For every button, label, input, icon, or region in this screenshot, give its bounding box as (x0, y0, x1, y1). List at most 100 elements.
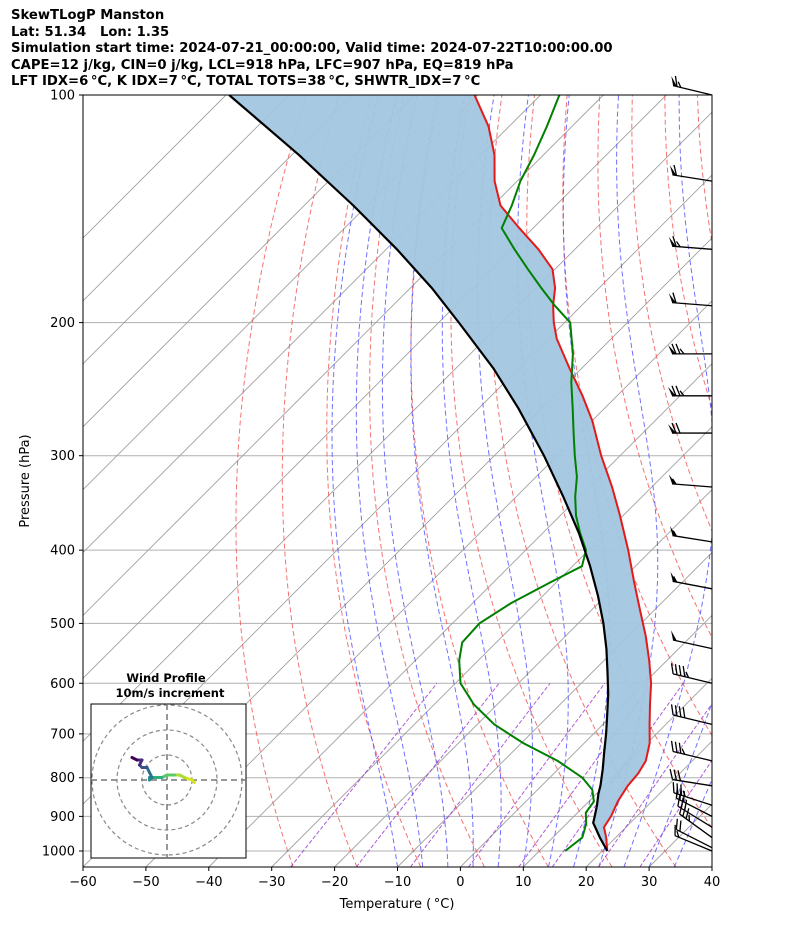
x-tick-label: 30 (641, 875, 658, 890)
y-tick-label: 800 (50, 771, 75, 786)
barb-feather (674, 824, 676, 836)
isotherm-line (83, 95, 290, 302)
barb-staff (672, 534, 713, 543)
y-tick-label: 400 (50, 544, 75, 559)
barb-flag (671, 630, 677, 641)
wind-barb (668, 422, 712, 434)
hodograph-subtitle: 10m/s increment (116, 686, 225, 700)
mixing-ratio-line (518, 683, 653, 867)
wind-barb (679, 803, 713, 839)
barb-staff (672, 714, 713, 725)
x-tick-label: −50 (132, 875, 159, 890)
dry-adiabat (488, 95, 677, 867)
barb-staff (677, 805, 713, 828)
barb-feather (671, 343, 677, 355)
barb-feather (672, 236, 677, 247)
barb-flag (668, 424, 676, 434)
mixing-ratio-line (468, 683, 606, 867)
isotherm-line (397, 551, 712, 867)
barb-feather (676, 830, 680, 838)
barb-feather (679, 348, 685, 355)
moist-adiabat (673, 778, 712, 867)
wind-barbs (668, 75, 713, 852)
location-line: Lat: 51.34 Lon: 1.35 (11, 24, 170, 40)
hodograph-segment (130, 756, 139, 762)
dry-adiabat (235, 95, 307, 867)
barb-feather (670, 663, 674, 675)
barb-feather (679, 820, 682, 832)
wind-barb (669, 526, 713, 543)
x-tick-label: 20 (578, 875, 595, 890)
y-tick-label: 600 (50, 677, 75, 692)
mixing-ratio-line (290, 682, 438, 867)
barb-staff (672, 580, 713, 590)
moist-adiabat (623, 95, 712, 867)
moist-adiabat (648, 701, 712, 867)
barb-staff (672, 673, 713, 684)
barb-feather (672, 530, 678, 537)
barb-feather (677, 795, 681, 807)
mixing-ratio-line (355, 682, 500, 867)
barb-feather (685, 671, 690, 678)
barb-feather (670, 704, 674, 716)
y-tick-label: 300 (50, 449, 75, 464)
axis-ticks: −60 −50 −40 −30 −20 −10 0 10 20 30 40 100 200 300 400 5… (42, 89, 720, 891)
barb-feather (671, 385, 677, 397)
wind-barb (674, 824, 713, 852)
plot-area (83, 95, 794, 867)
barb-feather (675, 818, 678, 830)
barb-feather (681, 748, 686, 755)
cape-line: CAPE=12 j/kg, CIN=0 j/kg, LCL=918 hPa, L… (11, 57, 514, 73)
mixing-ratio-line (409, 682, 551, 867)
barb-staff (672, 778, 713, 787)
barb-feather (682, 805, 687, 817)
barb-feather (677, 770, 682, 781)
barb-feather (675, 343, 681, 355)
barb-feather (678, 742, 682, 754)
dry-adiabat (369, 95, 485, 867)
wind-barb (675, 818, 713, 849)
isotherm-line (711, 866, 712, 867)
barb-staff (672, 174, 713, 182)
barb-feather (678, 665, 682, 676)
dry-adiabat (450, 95, 613, 867)
index-line: LFT IDX=6 °C, K IDX=7 °C, TOTAL TOTS=38 … (11, 74, 481, 89)
isotherm-line (522, 677, 712, 867)
moist-adiabat (477, 95, 533, 867)
isotherm-line (83, 95, 416, 428)
wind-barb (669, 164, 713, 182)
dry-adiabat (597, 95, 712, 639)
y-tick-label: 700 (50, 727, 75, 742)
barb-feather (673, 164, 678, 176)
x-tick-label: 10 (515, 875, 532, 890)
hodograph-title: Wind Profile (126, 671, 206, 685)
barb-staff (672, 245, 713, 250)
barb-flag (670, 571, 677, 583)
x-tick-label: −20 (321, 875, 348, 890)
x-tick-label: 0 (456, 875, 464, 890)
time-line: Simulation start time: 2024-07-21_00:00:… (11, 41, 613, 56)
barb-feather (672, 782, 675, 793)
barb-staff (672, 639, 713, 650)
barb-staff (674, 835, 713, 852)
wind-barb (668, 343, 712, 355)
isotherm-line (460, 614, 712, 867)
wind-barb (670, 571, 713, 590)
y-tick-label: 1000 (42, 844, 75, 859)
wind-barb (668, 385, 712, 397)
hodograph-plot (91, 704, 246, 858)
y-tick-label: 500 (50, 617, 75, 632)
dry-adiabat (730, 95, 794, 867)
barb-feather (675, 787, 678, 799)
wind-barb (671, 75, 713, 96)
barb-feather (672, 292, 677, 304)
barb-staff (672, 301, 713, 307)
temperature-profile (473, 95, 653, 852)
x-tick-label: −30 (258, 875, 285, 890)
barb-feather (675, 422, 681, 434)
barb-feather (679, 789, 682, 801)
barb-feather (675, 385, 681, 397)
barb-flag (668, 293, 677, 303)
y-tick-label: 200 (50, 316, 75, 331)
barb-feather (682, 665, 686, 677)
